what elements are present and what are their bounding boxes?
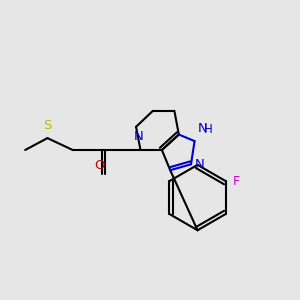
Text: S: S <box>43 119 51 132</box>
Text: N: N <box>198 122 207 135</box>
Text: F: F <box>232 175 239 188</box>
Text: H: H <box>203 123 212 136</box>
Text: N: N <box>195 158 205 171</box>
Text: O: O <box>94 159 105 172</box>
Text: N: N <box>134 130 144 143</box>
